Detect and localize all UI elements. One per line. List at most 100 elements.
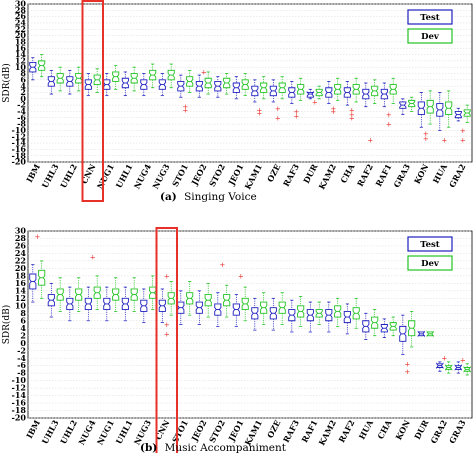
x-tick-label: STO2 bbox=[207, 162, 227, 188]
outlier-marker: + bbox=[441, 355, 447, 363]
x-tick-label: RAF3 bbox=[281, 162, 301, 188]
legend: Test Dev bbox=[407, 236, 453, 271]
y-tick-label: 4 bbox=[20, 323, 26, 333]
y-tick-label: -8 bbox=[17, 368, 26, 378]
y-tick-label: 8 bbox=[20, 68, 26, 78]
outlier-marker: + bbox=[460, 136, 466, 144]
box-dev-raf2 bbox=[371, 79, 379, 104]
y-tick-label: -4 bbox=[17, 106, 26, 116]
x-tick-label: CHA bbox=[375, 418, 394, 441]
box-test-raf2 bbox=[343, 303, 351, 335]
box-dev-nug1 bbox=[112, 277, 120, 312]
outlier-marker: + bbox=[404, 360, 410, 368]
x-tick-label: RAF3 bbox=[281, 418, 301, 444]
box-dev-sto2 bbox=[223, 284, 231, 318]
y-tick-label: 30 bbox=[15, 226, 27, 236]
outlier-marker: + bbox=[256, 110, 262, 118]
y-tick-label: -18 bbox=[12, 405, 27, 415]
box-test-raf3 bbox=[288, 81, 296, 104]
outlier-marker: + bbox=[460, 357, 466, 365]
y-tick-label: -6 bbox=[17, 360, 26, 370]
legend-swatch-dev bbox=[407, 255, 453, 271]
x-tick-label: STO1 bbox=[170, 418, 190, 444]
box-test-jeo1 bbox=[232, 294, 240, 327]
x-tick-label: KON bbox=[412, 162, 431, 185]
box-dev-raf1 bbox=[389, 77, 397, 104]
y-tick-label: -10 bbox=[12, 125, 27, 135]
box-test-jeo1 bbox=[232, 76, 240, 100]
y-tick-label: 2 bbox=[20, 87, 26, 97]
x-tick-label: KON bbox=[393, 418, 412, 441]
box-test-sto2 bbox=[214, 76, 222, 98]
box-marks: ++++++++++++ ++++++++ +++ bbox=[29, 54, 471, 144]
legend-swatch-test bbox=[407, 9, 453, 25]
y-tick-label: 20 bbox=[15, 263, 27, 273]
box-dev-kon bbox=[426, 90, 434, 125]
box-dev-uhl3 bbox=[56, 277, 64, 312]
box-dev-dur bbox=[426, 330, 434, 338]
x-tick-label: JEO2 bbox=[189, 418, 209, 443]
outlier-marker: + bbox=[441, 136, 447, 144]
box-test-nug1 bbox=[103, 286, 111, 322]
box-dev-uhl1 bbox=[130, 277, 138, 312]
outlier-marker: + bbox=[330, 108, 336, 116]
caption-text: Singing Voice bbox=[184, 191, 257, 203]
box-test-sto1 bbox=[177, 74, 185, 98]
box-dev-kon bbox=[408, 311, 416, 348]
box-dev-jeo1 bbox=[241, 286, 249, 322]
box-dev-kam1 bbox=[260, 292, 268, 325]
x-tick-label: GRA2 bbox=[428, 418, 449, 445]
y-tick-label: 14 bbox=[15, 285, 27, 295]
x-tick-label: KAM2 bbox=[316, 162, 338, 191]
gridlines bbox=[28, 3, 472, 163]
y-tick-label: 12 bbox=[15, 55, 26, 65]
box-dev-nug3 bbox=[149, 275, 157, 310]
box-dev-raf3 bbox=[297, 77, 305, 101]
box-test-cnn bbox=[158, 288, 166, 324]
x-tick-label: GRA2 bbox=[447, 162, 468, 189]
box-body bbox=[306, 90, 314, 98]
box-test-kon bbox=[417, 92, 425, 128]
box-test-cha bbox=[380, 318, 388, 338]
outlier-marker: + bbox=[293, 108, 299, 116]
y-tick-label: 20 bbox=[15, 30, 27, 40]
x-tick-label: DUR bbox=[301, 162, 320, 185]
box-test-dur bbox=[417, 330, 425, 338]
x-tick-label: CHA bbox=[338, 162, 357, 185]
y-axis-label: SDR(dB) bbox=[1, 63, 12, 103]
box-dev-dur bbox=[315, 85, 323, 100]
y-tick-label: 18 bbox=[15, 270, 27, 280]
outlier-marker: + bbox=[201, 68, 207, 76]
box-dev-jeo2 bbox=[204, 282, 212, 318]
y-axis-ticks: 302826242220181614121086420-2-4-6-8-10-1… bbox=[12, 0, 27, 167]
box-marks: ++++++++++ + bbox=[29, 233, 471, 376]
box-test-cnn bbox=[84, 73, 92, 97]
box-test-nug4 bbox=[84, 286, 92, 322]
caption-text: Music Accompaniment bbox=[165, 442, 287, 453]
box-dev-kam2 bbox=[334, 77, 342, 101]
box-test-raf2 bbox=[362, 82, 370, 108]
y-tick-label: 22 bbox=[15, 24, 26, 34]
outlier-marker: + bbox=[367, 136, 373, 144]
legend-swatch-dev bbox=[407, 28, 453, 44]
y-tick-label: 26 bbox=[15, 241, 27, 251]
x-tick-label: GRA3 bbox=[447, 418, 468, 445]
outlier-marker: + bbox=[219, 261, 225, 269]
box-test-kam1 bbox=[251, 79, 259, 103]
y-tick-label: -10 bbox=[12, 375, 27, 385]
box-dev-gra3 bbox=[408, 96, 416, 112]
x-tick-label: HUA bbox=[357, 418, 376, 441]
y-tick-label: 16 bbox=[15, 43, 27, 53]
caption: (b) Music Accompaniment bbox=[140, 442, 287, 453]
box-dev-kam2 bbox=[334, 297, 342, 327]
y-tick-label: -16 bbox=[12, 398, 27, 408]
box-dev-ibm bbox=[38, 260, 46, 299]
y-tick-label: -6 bbox=[17, 112, 26, 122]
box-test-oze bbox=[269, 79, 277, 103]
box-dev-nug4 bbox=[93, 275, 101, 310]
box-test-gra2 bbox=[436, 361, 444, 372]
outlier-marker: + bbox=[330, 105, 336, 113]
highlight-box bbox=[155, 227, 178, 453]
legend-swatch-test bbox=[407, 236, 453, 252]
